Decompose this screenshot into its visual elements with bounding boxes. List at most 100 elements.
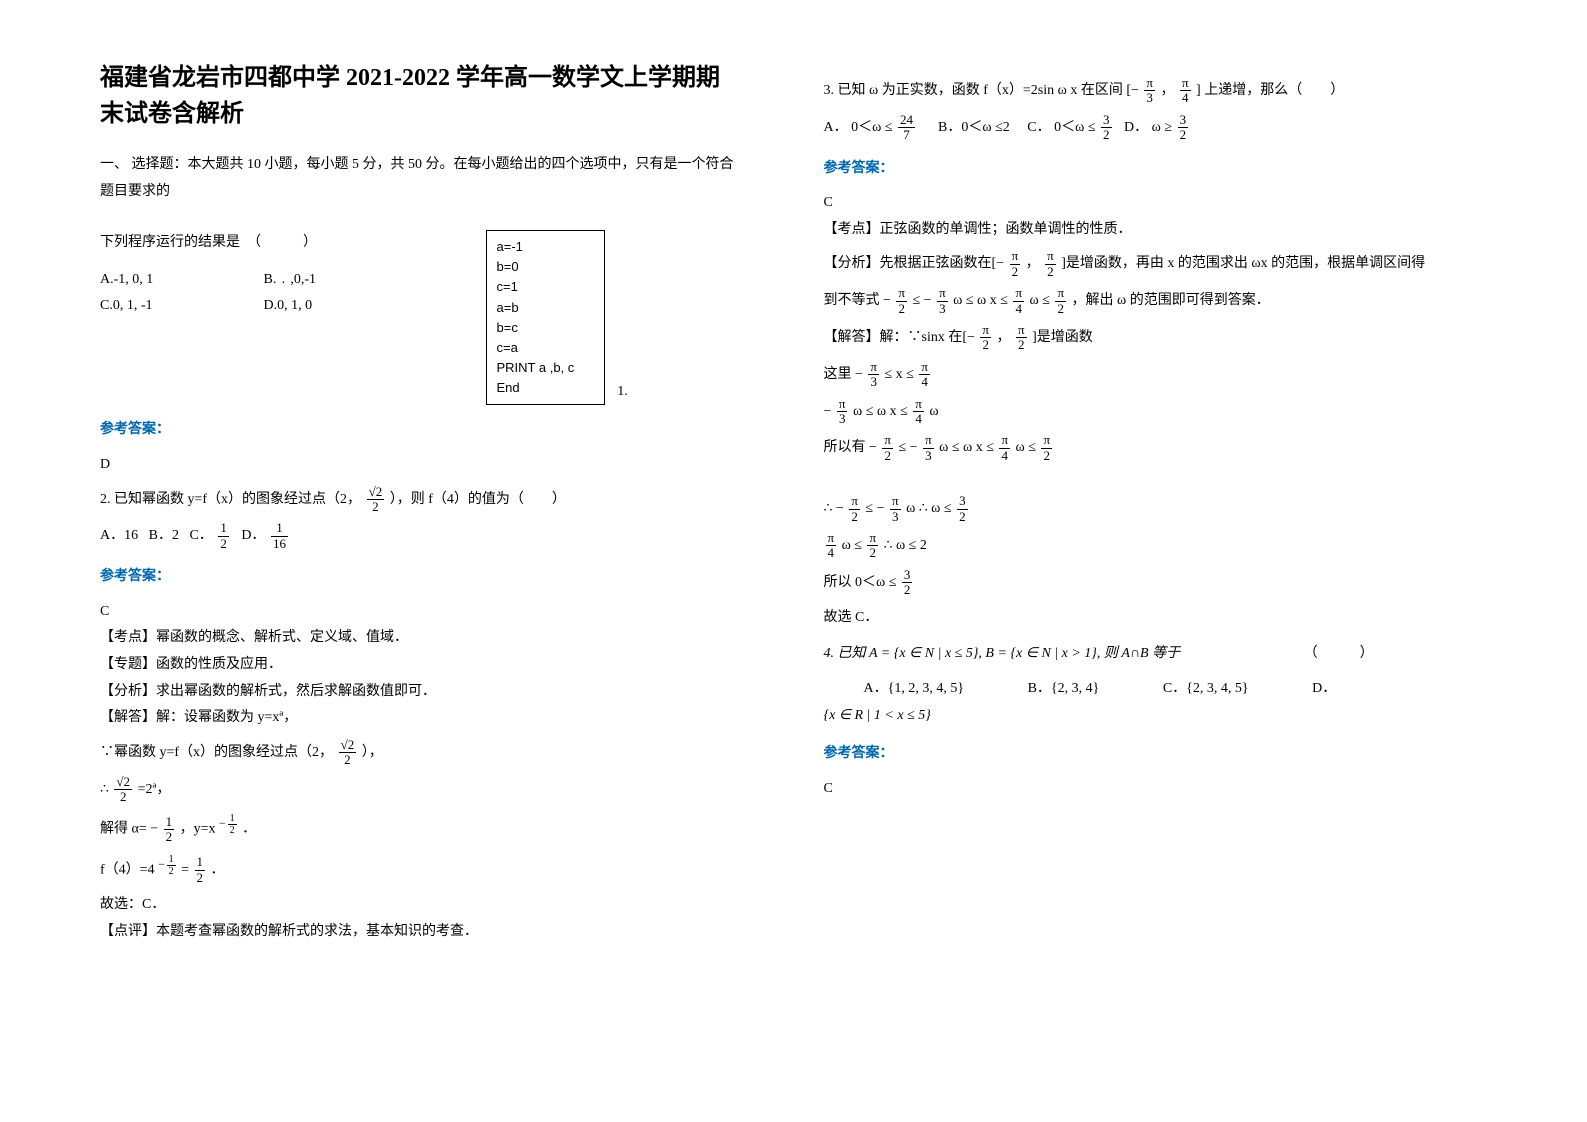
q4-opt-d-set: {x ∈ R | 1 < x ≤ 5} (824, 703, 1488, 730)
q3-opt-b: B．0＜ω ≤2 (938, 120, 1010, 135)
text: ω ≥ (1152, 120, 1172, 135)
frac-num: 1 (271, 521, 288, 536)
section-intro: 一、 选择题：本大题共 10 小题，每小题 5 分，共 50 分。在每小题给出的… (100, 152, 744, 205)
q3-opt-c: C． (1027, 120, 1050, 135)
q3-step: − π3 ω ≤ ω x ≤ π4 ω (824, 397, 1488, 428)
text: − (824, 404, 832, 419)
frac-num: π (919, 360, 930, 375)
frac-num: π (999, 433, 1010, 448)
prog-line: c=a (497, 338, 575, 358)
text: [− (1126, 83, 1139, 98)
frac-den: 4 (1013, 302, 1024, 316)
frac-den: 4 (1180, 91, 1191, 105)
answer-label: 参考答案： (824, 741, 1488, 768)
frac-den: 4 (826, 546, 837, 560)
text: ，y=x (180, 822, 216, 837)
q4-options: A．{1, 2, 3, 4, 5} B．{2, 3, 4} C．{2, 3, 4… (864, 676, 1488, 703)
text: ω (842, 538, 855, 553)
frac-den: 2 (114, 790, 132, 804)
text: ． (211, 862, 225, 877)
q1-opt-b: B.﹒,0,-1 (264, 267, 424, 294)
text: 4. 已知 A = {x ∈ N | x ≤ 5}, B = {x ∈ N | … (824, 646, 1181, 661)
frac-den: 4 (913, 412, 924, 426)
q3-options: A． 0＜ω ≤ 247 B．0＜ω ≤2 C． 0＜ω ≤ 32 D． ω ≥… (824, 113, 1488, 144)
frac-num: π (1144, 76, 1155, 91)
frac-den: 3 (1144, 91, 1155, 105)
text: ≤ (865, 501, 876, 516)
frac-num: 3 (1101, 113, 1112, 128)
frac-den: 7 (898, 128, 915, 142)
frac-num: 1 (218, 521, 229, 536)
frac-num: π (1016, 323, 1027, 338)
frac-num: π (1013, 286, 1024, 301)
q4-stem: 4. 已知 A = {x ∈ N | x ≤ 5}, B = {x ∈ N | … (824, 639, 1488, 670)
q4-opt-c: C．{2, 3, 4, 5} (1163, 676, 1249, 703)
q2-step: f（4）=4 −12 = 12 ． (100, 852, 744, 886)
frac-num: π (913, 397, 924, 412)
text: ≤ − (912, 293, 931, 308)
q2-step: ∵幂函数 y=f（x）的图象经过点（2， √22 ）， (100, 738, 744, 769)
q1-opt-d: D.0, 1, 0 (264, 293, 424, 320)
frac-num: √2 (339, 738, 357, 753)
frac-num: π (837, 397, 848, 412)
text: ∵幂函数 y=f（x）的图象经过点（2， (100, 745, 333, 760)
frac-num: π (980, 323, 991, 338)
question-1: 下列程序运行的结果是 （ ） A.-1, 0, 1 B.﹒,0,-1 C.0, … (100, 230, 744, 405)
answer-label: 参考答案： (824, 156, 1488, 183)
text: =2ª， (138, 782, 171, 797)
text: 3. 已知 ω 为正实数，函数 f（x）=2sin ω x 在区间 (824, 83, 1123, 98)
prog-line: a=b (497, 298, 575, 318)
q3-fenxi-2: 到不等式 − π2 ≤ − π3 ω ≤ ω x ≤ π4 ω ≤ π2 ，解出… (824, 286, 1488, 317)
frac-den: 2 (195, 871, 206, 885)
frac-den: 4 (919, 375, 930, 389)
q2-step: 解得 α= − 12 ，y=x −12 ． (100, 811, 744, 845)
frac-num: π (1041, 433, 1052, 448)
text: ． (242, 822, 256, 837)
q3-jieda: 【解答】解：∵sinx 在[− π2 ， π2 ]是增函数 (824, 323, 1488, 354)
text: ， (996, 330, 1010, 345)
prog-line: c=1 (497, 277, 575, 297)
frac-den: 2 (1101, 128, 1112, 142)
q3-opt-a: A． (824, 120, 848, 135)
q1-number: 1. (617, 379, 628, 406)
q2-stem: 2. 已知幂函数 y=f（x）的图象经过点（2， √22 ），则 f（4）的值为… (100, 485, 744, 516)
q1-answer: D (100, 452, 744, 479)
q3-fenxi: 【分析】先根据正弦函数在[− π2 ， π2 ]是增函数，再由 x 的范围求出 … (824, 249, 1488, 280)
text: ， (1026, 256, 1040, 271)
text: ，解出 ω 的范围即可得到答案． (1072, 293, 1270, 308)
frac-num: π (1180, 76, 1191, 91)
frac-num: π (890, 494, 901, 509)
page-title: 福建省龙岩市四都中学 2021-2022 学年高一数学文上学期期末试卷含解析 (100, 60, 744, 132)
frac-den: 16 (271, 537, 288, 551)
frac-den: 2 (367, 500, 385, 514)
prog-line: b=0 (497, 257, 575, 277)
text: 解得 α= (100, 822, 147, 837)
q2-options: A．16 B．2 C． 12 D． 116 (100, 521, 744, 552)
text: 0＜ω ≤ (1054, 120, 1095, 135)
text: ∴ ω ≤ 2 (884, 538, 927, 553)
frac-num: π (868, 360, 879, 375)
frac-den: 2 (228, 825, 237, 836)
text: ω ≤ ω x ≤ (853, 404, 911, 419)
frac-den: 3 (923, 449, 934, 463)
q4-opt-d: D． (1312, 676, 1336, 703)
frac-den: 2 (167, 866, 176, 877)
frac-num: 3 (957, 494, 968, 509)
text: ω (1016, 440, 1029, 455)
q3-step: 所以 0＜ω ≤ 32 (824, 568, 1488, 599)
q2-kaodian: 【考点】幂函数的概念、解析式、定义域、值域． (100, 625, 744, 652)
text: ω (929, 404, 938, 419)
frac-num: √2 (367, 485, 385, 500)
q3-guxuan: 故选 C． (824, 605, 1488, 632)
frac-den: 3 (890, 510, 901, 524)
text: 【分析】先根据正弦函数在[− (824, 256, 1005, 271)
text: ] (1196, 83, 1201, 98)
text: ω ≤ ω x ≤ (939, 440, 997, 455)
frac-num: 1 (167, 854, 176, 866)
text: ）， (362, 745, 383, 760)
text: 这里 − (824, 367, 863, 382)
text: ， (1160, 83, 1174, 98)
frac-num: π (937, 286, 948, 301)
q2-stem-a: 2. 已知幂函数 y=f（x）的图象经过点（2， (100, 492, 361, 507)
frac-den: 2 (957, 510, 968, 524)
